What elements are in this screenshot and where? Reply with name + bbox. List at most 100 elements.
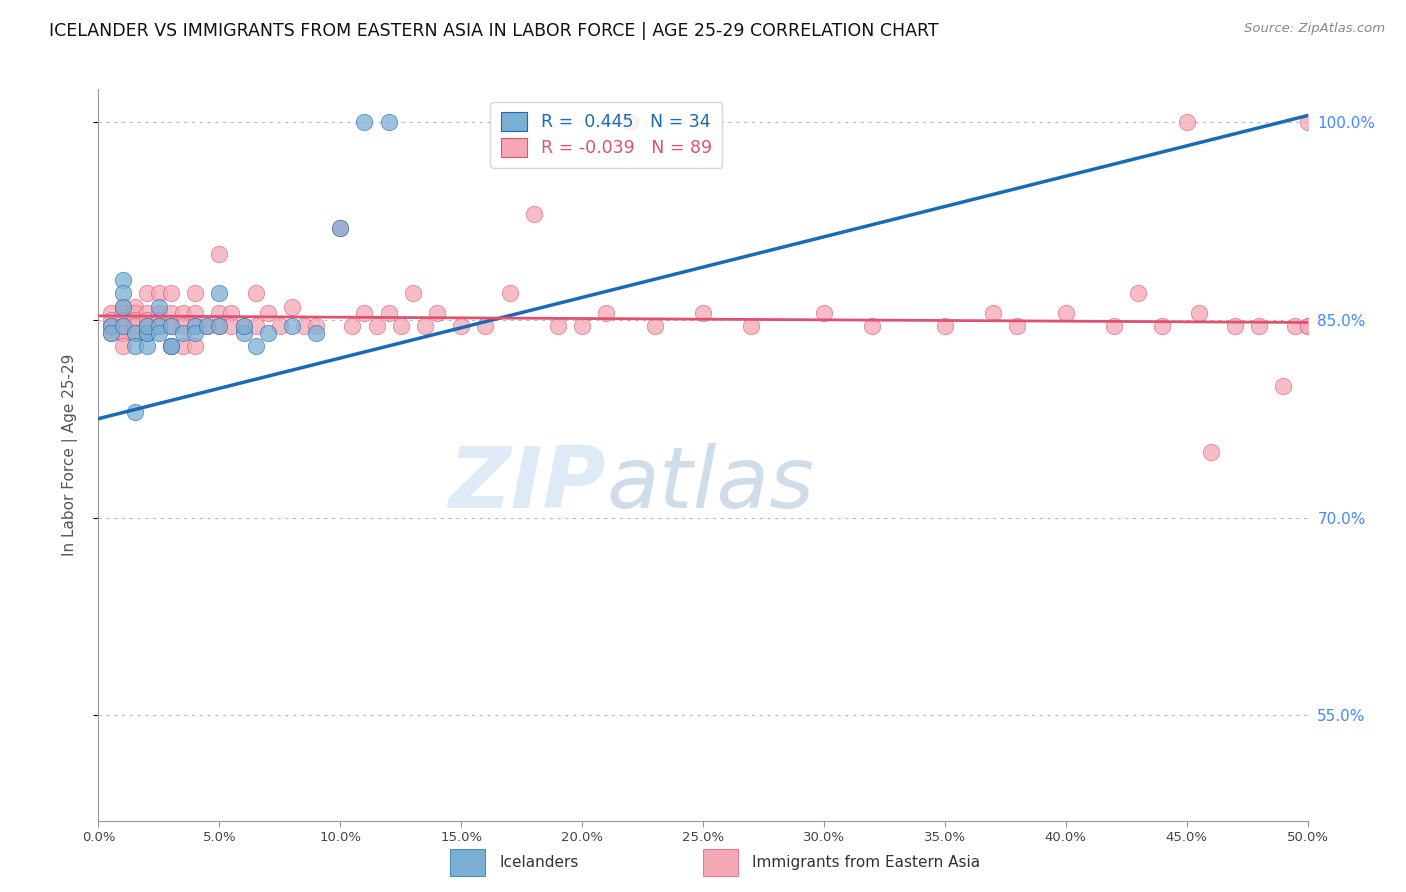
Point [523,207,546,221]
Point [111,326,134,340]
Point [498,286,520,301]
Point [366,319,388,334]
Point [208,286,231,301]
Bar [703,849,738,876]
Point [135,286,157,301]
Point [1223,319,1246,334]
Bar [450,849,485,876]
Point [148,306,170,320]
Point [148,286,170,301]
Point [402,286,425,301]
Point [195,319,218,334]
Point [160,319,183,334]
Point [981,306,1004,320]
Point [135,326,157,340]
Point [353,115,375,129]
Point [135,313,157,327]
Point [232,319,254,334]
Point [184,339,207,353]
Point [111,300,134,314]
Point [571,319,593,334]
Text: ZIP: ZIP [449,442,606,525]
Point [195,319,218,334]
Point [1007,319,1029,334]
Point [100,319,122,334]
Point [305,319,328,334]
Point [111,300,134,314]
Legend: R =  0.445   N = 34, R = -0.039   N = 89: R = 0.445 N = 34, R = -0.039 N = 89 [491,102,723,168]
Point [184,319,207,334]
Point [124,326,146,340]
Point [124,405,146,419]
Point [135,339,157,353]
Point [232,319,254,334]
Point [813,306,835,320]
Point [172,339,194,353]
Point [160,339,183,353]
Point [740,319,762,334]
Point [124,300,146,314]
Point [184,326,207,340]
Point [256,306,278,320]
Point [111,273,134,287]
Point [100,319,122,334]
Point [1296,319,1319,334]
Text: Source: ZipAtlas.com: Source: ZipAtlas.com [1244,22,1385,36]
Point [1272,378,1295,392]
Point [124,319,146,334]
Point [124,313,146,327]
Point [1128,286,1150,301]
Point [160,319,183,334]
Point [221,319,243,334]
Point [474,319,496,334]
Point [1199,444,1222,458]
Point [111,326,134,340]
Point [160,306,183,320]
Point [413,319,436,334]
Point [148,300,170,314]
Point [329,220,352,235]
Point [148,326,170,340]
Point [172,306,194,320]
Point [124,326,146,340]
Point [692,306,714,320]
Text: ICELANDER VS IMMIGRANTS FROM EASTERN ASIA IN LABOR FORCE | AGE 25-29 CORRELATION: ICELANDER VS IMMIGRANTS FROM EASTERN ASI… [49,22,939,40]
Point [208,319,231,334]
Point [124,306,146,320]
Point [1188,306,1211,320]
Point [1296,319,1319,334]
Point [135,319,157,334]
Point [208,247,231,261]
Point [595,306,617,320]
Point [208,306,231,320]
Point [644,319,666,334]
Point [377,306,399,320]
Point [281,300,304,314]
Point [148,313,170,327]
Point [148,319,170,334]
Point [245,339,267,353]
Point [269,319,291,334]
Point [184,306,207,320]
Point [172,319,194,334]
Point [377,115,399,129]
Point [245,286,267,301]
Point [1296,115,1319,129]
Point [135,326,157,340]
Point [172,326,194,340]
Point [245,319,267,334]
Text: atlas: atlas [606,442,814,525]
Point [619,115,641,129]
Point [100,306,122,320]
Point [111,319,134,334]
Point [160,286,183,301]
Text: Icelanders: Icelanders [499,855,578,870]
Point [160,339,183,353]
Point [1249,319,1271,334]
Point [934,319,956,334]
Point [208,319,231,334]
Point [342,319,364,334]
Point [111,286,134,301]
Point [292,319,315,334]
Point [111,339,134,353]
